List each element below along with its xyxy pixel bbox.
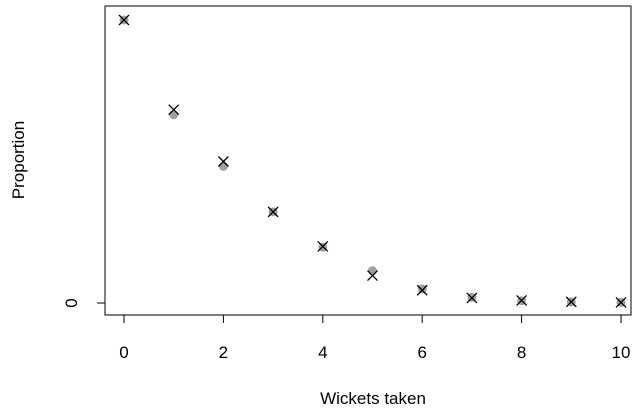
x-tick-label: 10 [612,343,631,362]
circle-point [417,284,427,294]
cross-point [317,240,329,252]
data-points [118,14,627,308]
circle-point [169,110,179,120]
x-axis-title: Wickets taken [320,389,426,408]
cross-point [516,294,528,306]
cross-point [118,14,130,26]
cross-point [466,292,478,304]
cross-point [267,206,279,218]
x-tick-label: 4 [318,343,327,362]
cross-point [217,156,229,167]
cross-point [565,296,577,308]
x-axis: 0 2 4 6 8 10 [119,315,630,362]
y-tick-label: 0 [62,298,81,307]
cross-point [615,296,627,308]
y-axis-title: Proportion [9,121,28,199]
cross-point [416,284,428,296]
x-tick-label: 2 [219,343,228,362]
x-tick-label: 0 [119,343,128,362]
x-tick-label: 6 [417,343,426,362]
cross-point [168,104,180,116]
circle-point [218,161,228,171]
plot-frame [104,5,632,316]
x-tick-label: 8 [517,343,526,362]
cross-point [367,270,378,282]
circle-point [368,266,377,276]
y-axis: 0 [62,298,105,308]
